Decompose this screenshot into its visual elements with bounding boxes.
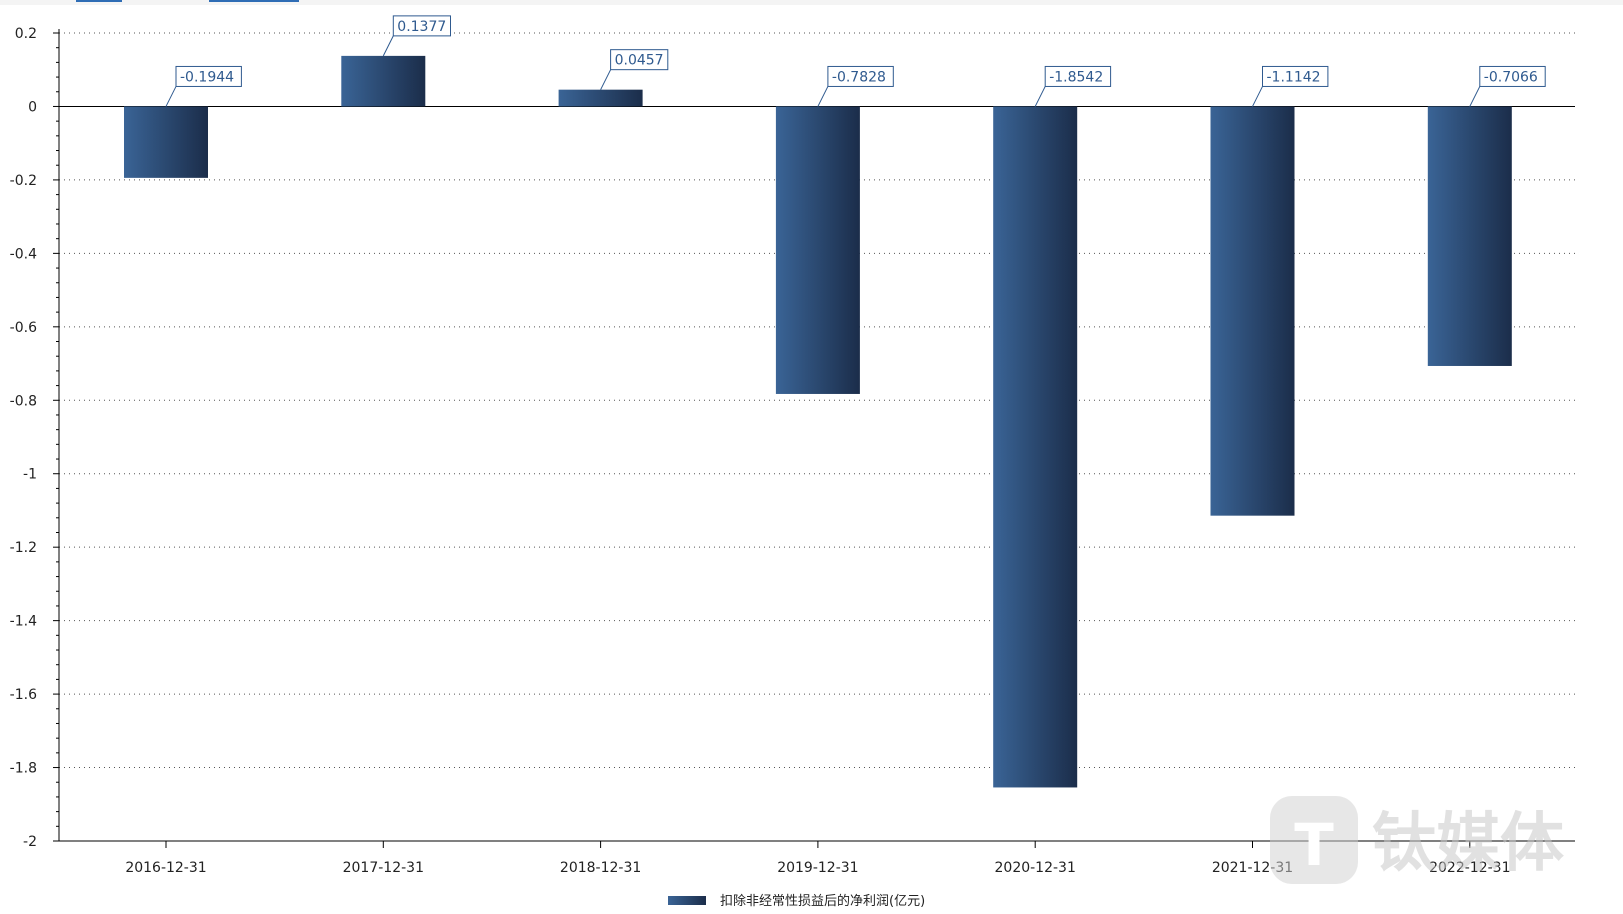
data-label-box <box>1479 65 1546 87</box>
data-label-leader <box>1034 86 1046 107</box>
y-tick-label: -1 <box>23 467 37 483</box>
y-tick-label: -0.4 <box>10 246 37 262</box>
legend-swatch <box>668 896 706 905</box>
y-tick-label: -2 <box>23 834 37 850</box>
x-tick-label: 2018-12-31 <box>560 860 641 876</box>
y-tick-label: -1.8 <box>10 761 37 777</box>
data-label-leader <box>817 86 829 107</box>
y-tick-label: 0 <box>28 99 37 115</box>
data-label: -0.1944 <box>180 69 234 85</box>
y-tick-label: -0.8 <box>10 393 37 409</box>
top-tab-1[interactable] <box>76 0 122 2</box>
data-label-leader <box>382 35 394 57</box>
bar <box>124 106 208 178</box>
y-tick-label: -0.2 <box>10 173 37 189</box>
data-label-leader <box>1252 86 1263 107</box>
data-label-box <box>1262 65 1329 87</box>
data-label-leader <box>165 86 177 107</box>
data-label-leader <box>600 69 612 90</box>
data-label-box <box>1044 65 1112 87</box>
x-tick-label: 2019-12-31 <box>777 860 858 876</box>
data-label-box <box>175 65 242 87</box>
bar <box>1210 106 1295 516</box>
bar <box>558 89 643 107</box>
axes: 0.2 0 -0.2 -0.4 -0.6 -0.8 -1 -1.2 -1.4 -1.6 -1.8 -2… <box>10 26 1575 876</box>
data-labels: -0.1944 0.1377 0.0457 -0.7828 -1.8542 -1.1142… <box>165 15 1546 107</box>
legend-label: 扣除非经常性损益后的净利润(亿元) <box>720 893 925 909</box>
data-label-box <box>827 65 894 87</box>
data-label: 0.1377 <box>397 19 446 35</box>
bars <box>124 55 1512 788</box>
data-label-box <box>610 49 669 71</box>
bar <box>1427 106 1512 366</box>
bar <box>775 106 860 394</box>
legend[interactable]: 扣除非经常性损益后的净利润(亿元) <box>668 893 925 909</box>
watermark-logo-letter: T <box>1294 811 1334 879</box>
data-label: -1.8542 <box>1049 69 1103 85</box>
watermark-logo <box>1270 796 1358 884</box>
y-tick-label: -1.6 <box>10 687 37 703</box>
watermark-text: 钛媒体 <box>1372 807 1564 881</box>
watermark: T 钛媒体 <box>1270 796 1564 884</box>
data-label: 0.0457 <box>615 53 664 69</box>
y-tick-label: -0.6 <box>10 320 37 336</box>
data-label: -0.7066 <box>1484 69 1538 85</box>
x-tick-label: 2016-12-31 <box>125 860 206 876</box>
data-label-leader <box>1469 86 1481 107</box>
top-tab-strip <box>0 0 1623 5</box>
top-tab-2[interactable] <box>209 0 299 2</box>
y-tick-label: -1.2 <box>10 540 37 556</box>
data-label: -0.7828 <box>832 69 886 85</box>
data-label-box <box>392 15 451 37</box>
x-tick-label: 2017-12-31 <box>343 860 424 876</box>
data-label: -1.1142 <box>1267 69 1321 85</box>
y-tick-label: 0.2 <box>15 26 37 42</box>
bar <box>993 106 1078 788</box>
bar <box>341 55 426 107</box>
x-tick-label: 2022-12-31 <box>1429 860 1510 876</box>
y-tick-label: -1.4 <box>10 614 37 630</box>
x-tick-label: 2020-12-31 <box>995 860 1076 876</box>
